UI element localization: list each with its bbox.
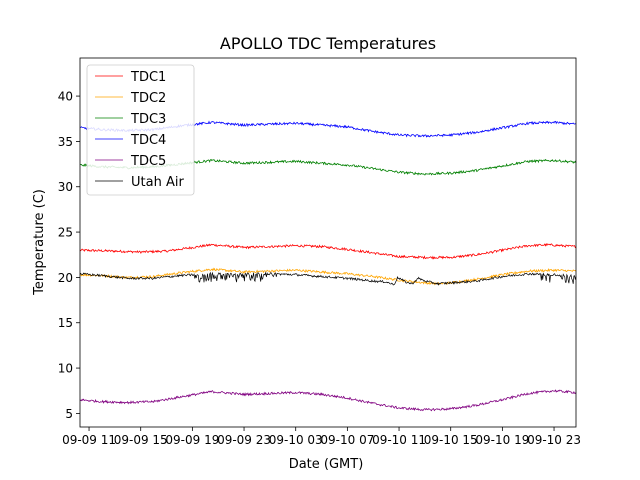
legend-label: TDC2 [130,91,166,106]
series-line [80,267,577,286]
chart-title: APOLLO TDC Temperatures [220,34,436,53]
legend-label: TDC1 [130,70,166,85]
x-tick-label: 09-10 19 [475,433,529,447]
legend-label: TDC3 [130,112,166,127]
series-line [79,389,577,412]
legend-label: Utah Air [131,175,184,190]
legend-item: TDC2 [95,91,166,106]
y-tick-label: 15 [58,316,73,330]
y-tick-label: 25 [58,226,73,240]
legend-item: TDC1 [95,70,166,85]
y-axis-label: Temperature (C) [32,189,47,296]
legend-item: TDC3 [95,112,166,127]
legend-item: TDC4 [95,133,166,148]
y-tick-label: 5 [65,407,73,421]
x-tick-label: 09-10 03 [269,433,323,447]
legend-label: TDC5 [130,154,166,169]
y-tick-label: 30 [58,180,73,194]
legend-box [86,64,195,196]
x-tick-label: 09-09 11 [62,433,116,447]
x-tick-label: 09-10 23 [527,433,581,447]
x-tick-label: 09-09 19 [165,433,219,447]
series-line [79,271,577,286]
legend-item: TDC5 [95,154,166,169]
y-tick-label: 20 [58,271,73,285]
x-tick-label: 09-10 15 [424,433,478,447]
x-tick-label: 09-09 15 [114,433,168,447]
legend-item: Utah Air [95,175,184,190]
y-tick-label: 40 [58,90,73,104]
x-axis-label: Date (GMT) [289,457,364,472]
y-tick-label: 35 [58,135,73,149]
legend-label: TDC4 [130,133,166,148]
plot-area [79,57,577,428]
y-axis: 5 10 15 20 25 30 35 40 [58,90,80,421]
plot-frame [79,57,577,428]
y-tick-label: 10 [58,362,73,376]
series-line [79,242,577,260]
x-tick-label: 09-09 23 [217,433,271,447]
x-tick-label: 09-10 07 [320,433,374,447]
x-tick-label: 09-10 11 [372,433,426,447]
series-layer [79,120,577,412]
legend: TDC1 TDC2 TDC3 TDC4 TDC5 Utah Air [86,64,195,196]
